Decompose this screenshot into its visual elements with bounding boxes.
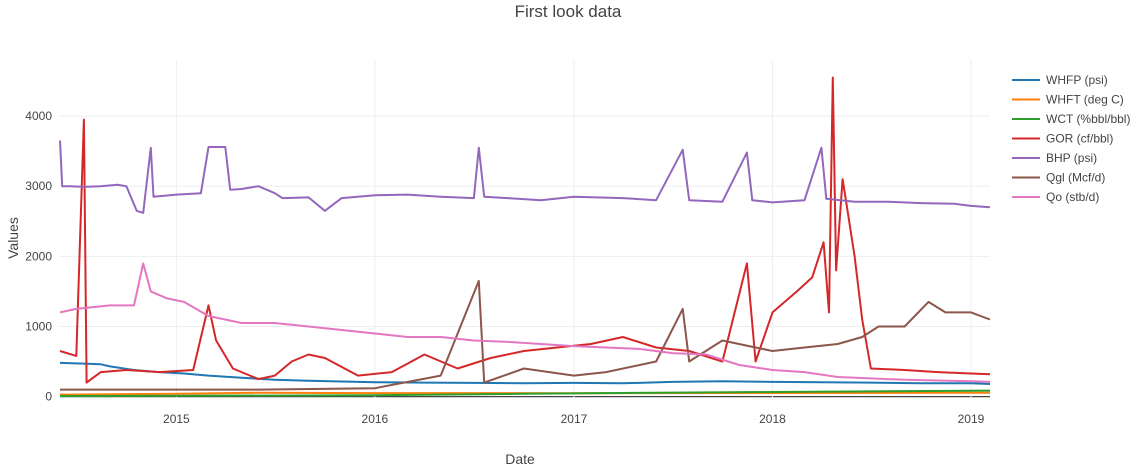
legend-label: WHFP (psi) (1046, 73, 1108, 87)
legend-label: GOR (cf/bbl) (1046, 132, 1113, 146)
legend-label: Qgl (Mcf/d) (1046, 171, 1105, 185)
chart-title: First look data (515, 2, 622, 21)
legend-item[interactable]: Qo (stb/d) (1012, 190, 1099, 204)
series-line (59, 140, 991, 214)
series-line (59, 361, 991, 385)
legend-item[interactable]: BHP (psi) (1012, 151, 1097, 165)
y-tick-label: 1000 (25, 319, 52, 333)
legend-label: WCT (%bbl/bbl) (1046, 112, 1130, 126)
x-tick-label: 2018 (759, 412, 786, 426)
y-axis-ticks: 0 1000 2000 3000 4000 (25, 109, 52, 403)
y-tick-label: 2000 (25, 249, 52, 263)
legend-item[interactable]: WHFT (deg C) (1012, 93, 1124, 107)
legend-label: BHP (psi) (1046, 151, 1097, 165)
x-tick-label: 2019 (958, 412, 985, 426)
series-line (60, 279, 991, 391)
legend-label: WHFT (deg C) (1046, 93, 1124, 107)
grid-layer (60, 60, 990, 398)
y-tick-label: 3000 (25, 179, 52, 193)
y-axis-title: Values (5, 217, 21, 259)
series-line (59, 262, 991, 383)
legend-label: Qo (stb/d) (1046, 190, 1099, 204)
y-tick-label: 0 (45, 390, 52, 404)
legend-item[interactable]: Qgl (Mcf/d) (1012, 171, 1105, 185)
legend-item[interactable]: WCT (%bbl/bbl) (1012, 112, 1130, 126)
x-axis-ticks: 2015 2016 2017 2018 2019 (163, 412, 985, 426)
series-line (59, 76, 991, 384)
legend-item[interactable]: GOR (cf/bbl) (1012, 132, 1113, 146)
x-tick-label: 2017 (561, 412, 588, 426)
x-tick-label: 2016 (362, 412, 389, 426)
legend-item[interactable]: WHFP (psi) (1012, 73, 1108, 87)
x-tick-label: 2015 (163, 412, 190, 426)
x-axis-title: Date (505, 451, 535, 467)
legend[interactable]: WHFP (psi) WHFT (deg C) WCT (%bbl/bbl) GOR … (1012, 73, 1130, 204)
y-tick-label: 4000 (25, 109, 52, 123)
series-line (59, 389, 991, 397)
plot-layer (59, 76, 991, 397)
